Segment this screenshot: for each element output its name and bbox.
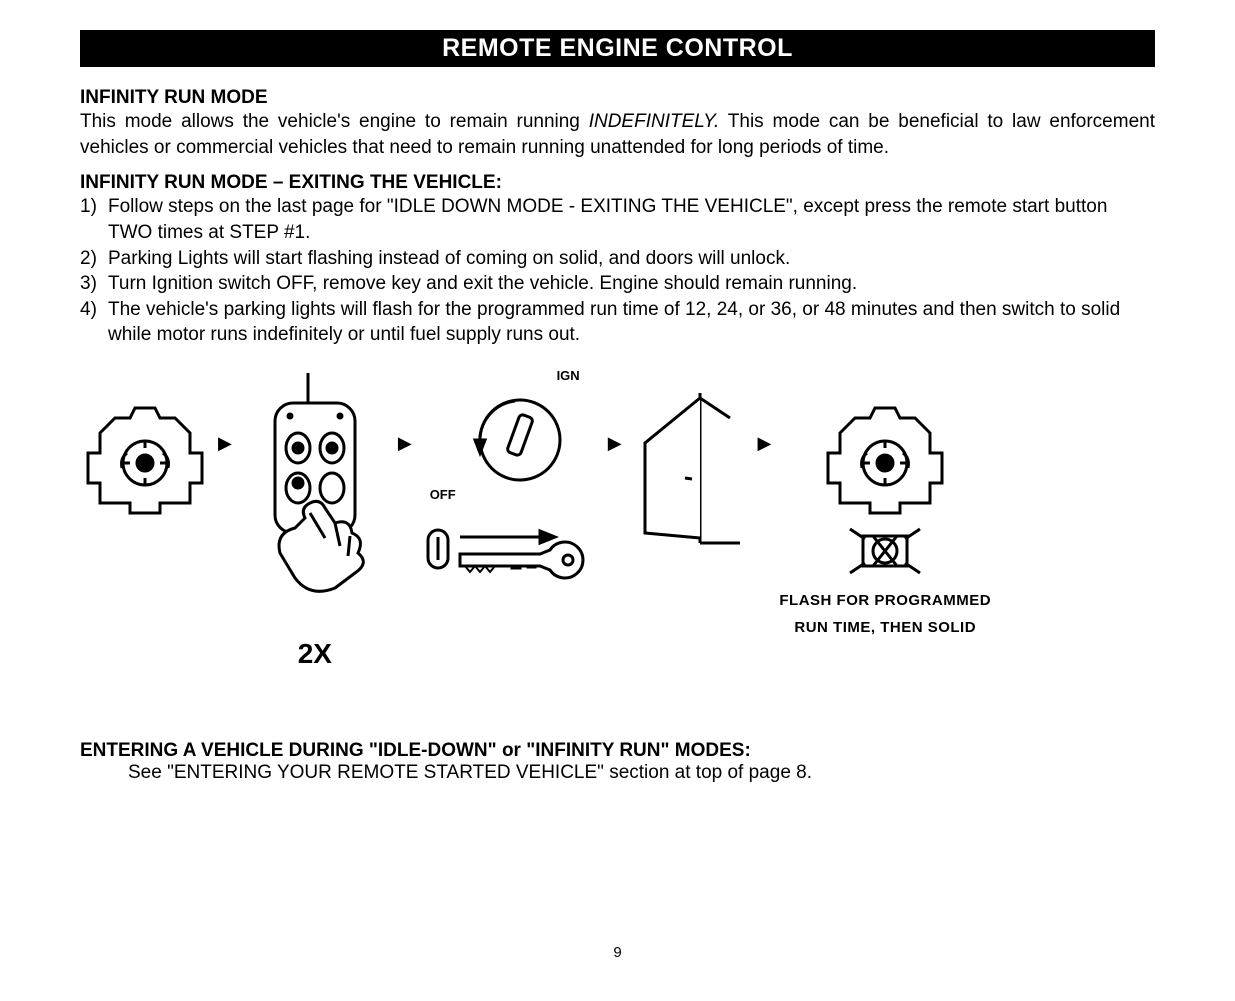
remote-press-icon: 2X <box>240 368 390 670</box>
arrow-icon: ▶ <box>218 368 232 454</box>
list-num: 2) <box>80 246 108 272</box>
list-text: Turn Ignition switch OFF, remove key and… <box>108 271 1155 297</box>
title-text: REMOTE ENGINE CONTROL <box>442 34 793 62</box>
two-x-label: 2X <box>298 638 332 670</box>
para-before: This mode allows the vehicle's engine to… <box>80 111 589 132</box>
list-text: Parking Lights will start flashing inste… <box>108 246 1155 272</box>
engine-icon <box>80 368 210 518</box>
engine-flash-icon: FLASH FOR PROGRAMMED RUN TIME, THEN SOLI… <box>779 368 991 641</box>
list-item: 2) Parking Lights will start flashing in… <box>80 246 1155 272</box>
arrow-icon: ▶ <box>758 368 772 454</box>
ign-label: IGN <box>557 368 580 383</box>
list-text: The vehicle's parking lights will flash … <box>108 297 1155 348</box>
list-num: 4) <box>80 297 108 323</box>
list-item: 4) The vehicle's parking lights will fla… <box>80 297 1155 348</box>
list-num: 1) <box>80 194 108 220</box>
list-text: Follow steps on the last page for "IDLE … <box>108 194 1155 245</box>
para-emphasis: INDEFINITELY. <box>589 111 720 132</box>
caption-line1: FLASH FOR PROGRAMMED <box>779 592 991 609</box>
diagram-row: ▶ <box>80 368 1155 670</box>
ignition-key-icon: IGN OFF <box>420 368 600 582</box>
list-item: 3) Turn Ignition switch OFF, remove key … <box>80 271 1155 297</box>
arrow-icon: ▶ <box>398 368 412 454</box>
exiting-list: 1) Follow steps on the last page for "ID… <box>80 194 1155 348</box>
entering-block: ENTERING A VEHICLE DURING "IDLE-DOWN" or… <box>80 740 1155 784</box>
off-label: OFF <box>430 487 456 502</box>
infinity-paragraph: This mode allows the vehicle's engine to… <box>80 109 1155 160</box>
exiting-heading: INFINITY RUN MODE – EXITING THE VEHICLE: <box>80 172 1155 194</box>
arrow-icon: ▶ <box>608 368 622 454</box>
page: REMOTE ENGINE CONTROL INFINITY RUN MODE … <box>0 0 1235 1001</box>
flash-caption: FLASH FOR PROGRAMMED RUN TIME, THEN SOLI… <box>779 587 991 641</box>
door-exit-icon <box>630 368 750 553</box>
caption-line2: RUN TIME, THEN SOLID <box>794 619 976 636</box>
entering-heading: ENTERING A VEHICLE DURING "IDLE-DOWN" or… <box>80 740 1155 762</box>
title-bar: REMOTE ENGINE CONTROL <box>80 30 1155 67</box>
page-number: 9 <box>80 944 1155 961</box>
list-item: 1) Follow steps on the last page for "ID… <box>80 194 1155 245</box>
infinity-heading: INFINITY RUN MODE <box>80 87 1155 109</box>
list-num: 3) <box>80 271 108 297</box>
entering-sub: See "ENTERING YOUR REMOTE STARTED VEHICL… <box>128 762 1155 784</box>
